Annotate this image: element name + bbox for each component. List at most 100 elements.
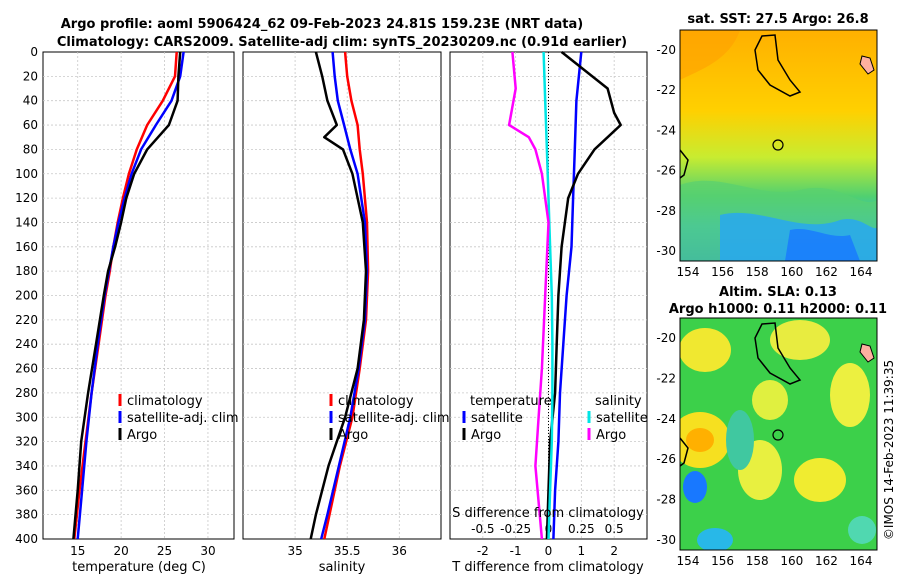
s-diff-tick-label: -0.5 xyxy=(471,522,494,536)
s-diff-tick-label: -0.25 xyxy=(500,522,531,536)
series-argo xyxy=(309,51,368,540)
temperature-xlabel: temperature (deg C) xyxy=(72,560,206,575)
legend-label-t-satellite: satellite xyxy=(471,411,523,426)
legend-label-satellite: satellite-adj. clim xyxy=(127,411,239,426)
depth-tick-label: 40 xyxy=(23,94,38,108)
x-tick-label: 15 xyxy=(70,544,85,558)
map-lon-tick-label: 156 xyxy=(711,265,734,279)
map-lon-tick-label: 154 xyxy=(677,265,700,279)
depth-tick-label: 340 xyxy=(15,459,38,473)
sst-map-ticks: 154 156 158 160 162 164 -20 -22 -24 -26 -28 -30 xyxy=(656,43,872,279)
series-layer xyxy=(72,51,622,540)
sst-map-frame xyxy=(679,29,878,262)
depth-tick-label: 180 xyxy=(15,264,38,278)
series-climatology xyxy=(323,51,370,540)
map-lat-tick-label: -26 xyxy=(656,452,676,466)
depth-tick-label: 360 xyxy=(15,483,38,497)
x-tick-label: 30 xyxy=(200,544,215,558)
depth-tick-label: 80 xyxy=(23,142,38,156)
map-lon-tick-label: 154 xyxy=(677,554,700,568)
sdiff-xlabel: S difference from climatology xyxy=(452,506,644,521)
map-lat-tick-label: -28 xyxy=(656,204,676,218)
s-diff-tick-label: 0.25 xyxy=(568,522,595,536)
legend-label-climatology: climatology xyxy=(338,394,414,409)
depth-tick-label: 20 xyxy=(23,69,38,83)
map-lon-tick-label: 160 xyxy=(780,554,803,568)
map-lon-tick-label: 162 xyxy=(815,554,838,568)
series-climatology xyxy=(73,51,178,540)
map-lon-tick-label: 158 xyxy=(746,265,769,279)
s-diff-tick-label: 0.5 xyxy=(605,522,624,536)
x-tick-label: 0 xyxy=(545,544,553,558)
depth-tick-label: 320 xyxy=(15,435,38,449)
map-lon-tick-label: 160 xyxy=(780,265,803,279)
legend-title-salinity: salinity xyxy=(595,394,642,409)
depth-tick-label: 280 xyxy=(15,386,38,400)
sla-map-ticks: 154 156 158 160 162 164 -20 -22 -24 -26 -28 -30 xyxy=(656,331,872,568)
sst-map xyxy=(680,30,877,261)
salinity-xlabel: salinity xyxy=(319,560,366,575)
difference-legend: temperature satellite Argo salinity sate… xyxy=(462,394,648,443)
depth-tick-label: 160 xyxy=(15,240,38,254)
x-tick-label: -2 xyxy=(477,544,489,558)
map-lat-tick-label: -28 xyxy=(656,493,676,507)
sst-map-title: sat. SST: 27.5 Argo: 26.8 xyxy=(687,12,868,27)
map-lat-tick-label: -22 xyxy=(656,83,676,97)
depth-tick-label: 60 xyxy=(23,118,38,132)
legend-label-t-argo: Argo xyxy=(471,428,501,443)
depth-tick-label: 300 xyxy=(15,410,38,424)
x-ticks: 15 20 25 30 35 35.5 36 -2 -1 0 1 2-0.5 -0.25 0 0.25 0.5 xyxy=(70,522,624,558)
x-tick-label: 35 xyxy=(287,544,302,558)
title-line1: Argo profile: aoml 5906424_62 09-Feb-202… xyxy=(61,17,583,32)
map-lat-tick-label: -30 xyxy=(656,244,676,258)
salinity-legend: climatology satellite-adj. clim Argo xyxy=(329,394,450,443)
map-lat-tick-label: -24 xyxy=(656,412,676,426)
depth-tick-label: 200 xyxy=(15,289,38,303)
legend-label-s-argo: Argo xyxy=(596,428,626,443)
x-tick-label: 35.5 xyxy=(334,544,361,558)
x-tick-label: 1 xyxy=(578,544,586,558)
legend-label-satellite: satellite-adj. clim xyxy=(338,411,450,426)
grid-layer xyxy=(43,52,647,539)
sla-map-frame xyxy=(679,317,878,551)
temperature-legend: climatology satellite-adj. clim Argo xyxy=(118,394,239,443)
depth-tick-label: 0 xyxy=(30,45,38,59)
sla-map-title-line2: Argo h1000: 0.11 h2000: 0.11 xyxy=(669,302,887,317)
sla-map-title-line1: Altim. SLA: 0.13 xyxy=(719,285,837,300)
series-t-satellite xyxy=(552,51,583,540)
legend-label-argo: Argo xyxy=(338,428,368,443)
legend-label-s-satellite: satellite xyxy=(596,411,648,426)
tdiff-xlabel: T difference from climatology xyxy=(451,560,644,575)
map-lat-tick-label: -26 xyxy=(656,164,676,178)
series-s-argo xyxy=(507,51,550,540)
map-lon-tick-label: 158 xyxy=(746,554,769,568)
map-lat-tick-label: -30 xyxy=(656,533,676,547)
depth-ticks: 0 20 40 60 80 100 120 140 160 180 200 220 240 260 280 3… xyxy=(15,45,38,546)
depth-tick-label: 220 xyxy=(15,313,38,327)
series-satellite-adj-clim xyxy=(76,51,185,540)
map-lon-tick-label: 156 xyxy=(711,554,734,568)
legend-label-climatology: climatology xyxy=(127,394,203,409)
map-lat-tick-label: -20 xyxy=(656,331,676,345)
map-lat-tick-label: -22 xyxy=(656,371,676,385)
depth-tick-label: 140 xyxy=(15,215,38,229)
map-lon-tick-label: 164 xyxy=(850,554,873,568)
x-tick-label: 2 xyxy=(610,544,618,558)
sla-map xyxy=(680,318,877,550)
x-tick-label: 36 xyxy=(392,544,407,558)
series-satellite-adj-clim xyxy=(319,51,369,540)
depth-tick-label: 120 xyxy=(15,191,38,205)
legend-label-argo: Argo xyxy=(127,428,157,443)
x-tick-label: 20 xyxy=(113,544,128,558)
depth-tick-label: 380 xyxy=(15,508,38,522)
depth-tick-label: 400 xyxy=(15,532,38,546)
series-s-satellite xyxy=(542,51,554,540)
map-lat-tick-label: -20 xyxy=(656,43,676,57)
depth-tick-label: 100 xyxy=(15,167,38,181)
x-tick-label: 25 xyxy=(157,544,172,558)
credit: ©IMOS 14-Feb-2023 11:39:35 xyxy=(882,360,896,540)
series-argo xyxy=(72,51,182,540)
title-line2: Climatology: CARS2009. Satellite-adj cli… xyxy=(57,35,627,50)
depth-tick-label: 260 xyxy=(15,362,38,376)
